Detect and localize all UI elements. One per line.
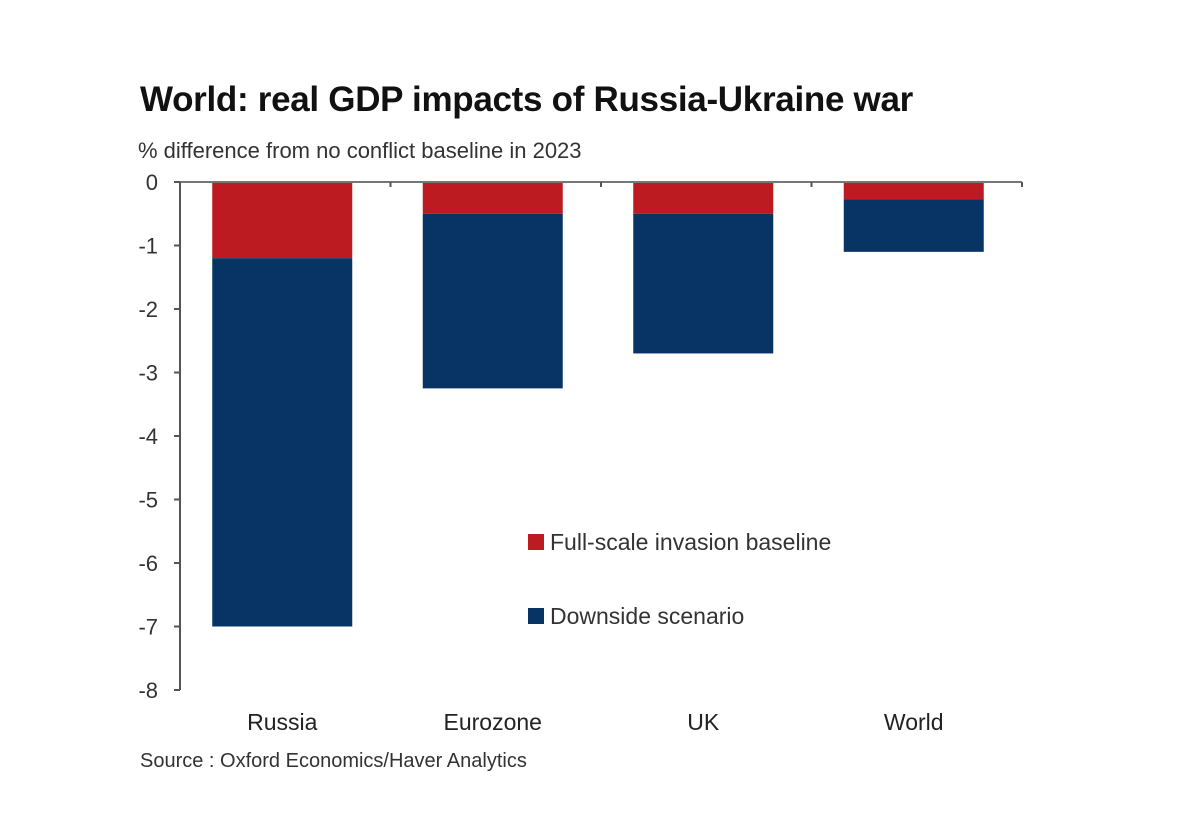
- legend-group: Full-scale invasion baseline Downside sce…: [528, 529, 831, 629]
- bar-uk-downside: [633, 213, 774, 354]
- y-tick-label: -2: [138, 297, 158, 322]
- bar-russia-downside: [212, 258, 353, 627]
- chart-subtitle: % difference from no conflict baseline i…: [138, 138, 582, 163]
- legend-label-baseline: Full-scale invasion baseline: [550, 529, 831, 555]
- bar-eurozone-baseline: [422, 182, 563, 214]
- y-tick-label: -5: [138, 488, 158, 513]
- bar-eurozone-downside: [422, 213, 563, 389]
- bar-world-baseline: [843, 182, 984, 200]
- bar-world-downside: [843, 199, 984, 252]
- y-tick-label: -7: [138, 615, 158, 640]
- y-tick-label: -3: [138, 361, 158, 386]
- y-tick-label: -8: [138, 678, 158, 703]
- x-tick-label-world: World: [884, 709, 944, 735]
- legend-swatch-baseline: [528, 534, 544, 550]
- y-tick-label: -1: [138, 234, 158, 259]
- legend-label-downside: Downside scenario: [550, 603, 744, 629]
- chart-title: World: real GDP impacts of Russia-Ukrain…: [140, 80, 913, 119]
- y-tick-label: 0: [146, 170, 158, 195]
- bars-group: [212, 182, 984, 627]
- y-tick-label: -6: [138, 551, 158, 576]
- legend-swatch-downside: [528, 608, 544, 624]
- x-tick-label-russia: Russia: [247, 709, 318, 735]
- bar-russia-baseline: [212, 182, 353, 259]
- bar-uk-baseline: [633, 182, 774, 214]
- x-tick-label-uk: UK: [687, 709, 720, 735]
- y-tick-label: -4: [138, 424, 158, 449]
- chart-source: Source : Oxford Economics/Haver Analytic…: [140, 750, 527, 772]
- x-tick-label-eurozone: Eurozone: [444, 709, 542, 735]
- axes-group: Russia Eurozone UK World 0 -1 -2 -3 -4 -5 -6 -7 -8: [138, 170, 1023, 735]
